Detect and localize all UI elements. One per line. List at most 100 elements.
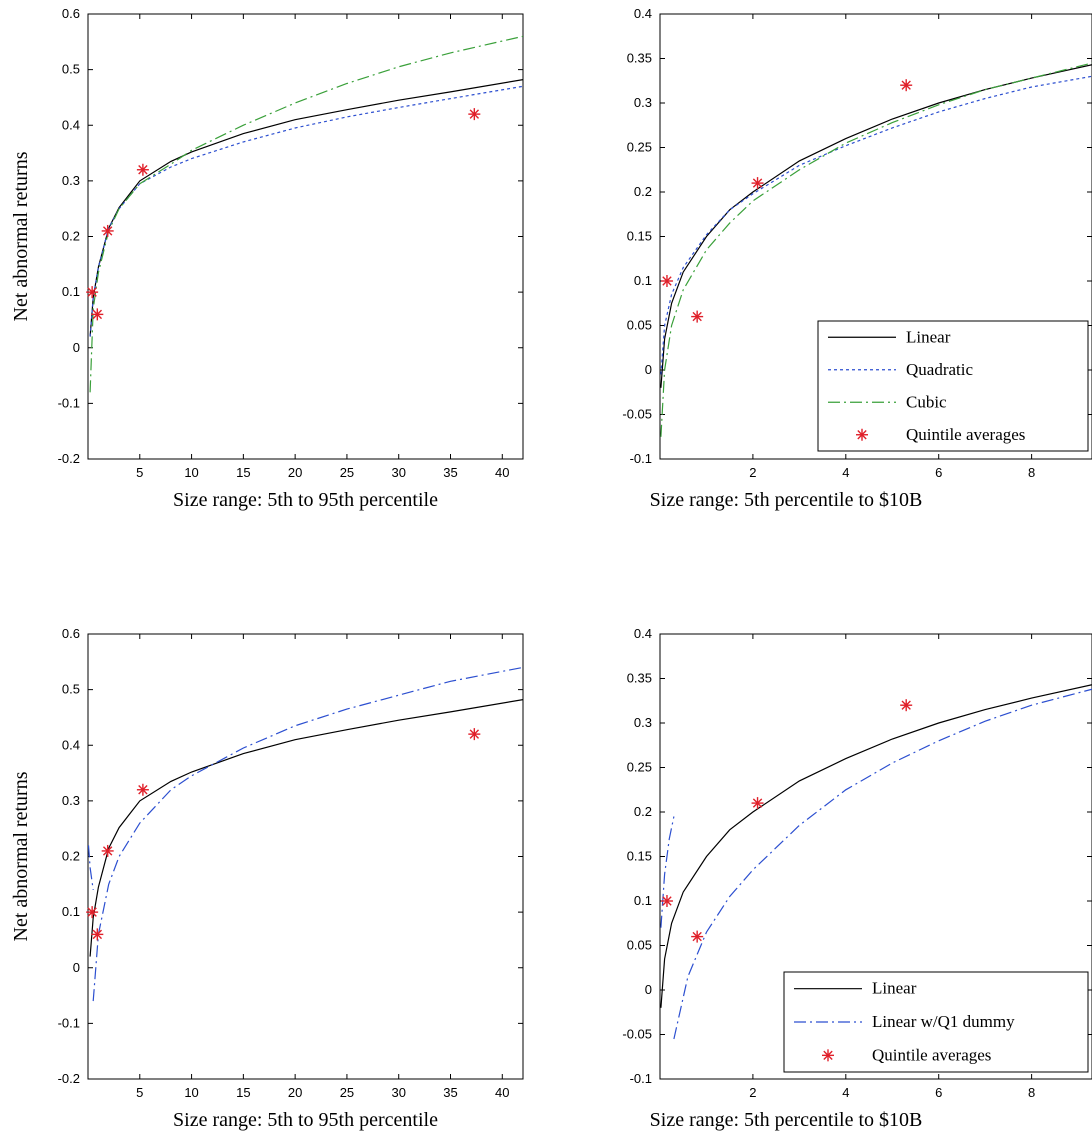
x-tick-label: 40 (495, 465, 509, 480)
quintile-point (101, 224, 114, 237)
legend-box (817, 320, 1089, 452)
y-tick-label: -0.1 (630, 451, 652, 466)
x-tick-label: 15 (236, 465, 250, 480)
y-tick-label: -0.2 (58, 1071, 80, 1086)
legend-label: Quadratic (906, 360, 973, 379)
quintile-point (136, 163, 149, 176)
star-stroke (692, 311, 702, 322)
quintile-point (691, 310, 704, 323)
y-tick-label: 0.5 (62, 62, 80, 77)
legend: Linear Quadratic Cubic Quintile averages (817, 320, 1089, 452)
legend-label: Linear (906, 327, 951, 346)
x-axis-label: Size range: 5th to 95th percentile (173, 1109, 438, 1131)
y-tick-label: 0.25 (627, 140, 652, 155)
y-tick-label: 0.2 (634, 804, 652, 819)
star-stroke (138, 785, 148, 795)
chart-panel-4: -0.1 -0.05 0 0.05 0.1 0.15 0.2 0.25 0.3 0.35 0.4 2 4… (622, 626, 1092, 1131)
star-stroke (823, 1050, 833, 1061)
series-line-dotted (89, 85, 523, 337)
x-tick-label: 6 (935, 1085, 942, 1100)
y-tick-label: -0.1 (630, 1071, 652, 1086)
quintile-point (468, 728, 481, 741)
quintile-point (136, 783, 149, 796)
y-tick-label: 0.35 (627, 671, 652, 686)
x-tick-label: 40 (495, 1085, 509, 1100)
x-tick-label: 4 (842, 1085, 849, 1100)
x-tick-label: 2 (749, 465, 756, 480)
y-tick-label: 0.15 (627, 849, 652, 864)
y-tick-label: -0.05 (622, 1027, 652, 1042)
legend-label: Cubic (906, 392, 947, 411)
y-tick-label: 0.6 (62, 626, 80, 641)
y-tick-label: 0.35 (627, 51, 652, 66)
x-tick-label: 25 (340, 1085, 354, 1100)
y-tick-label: 0 (73, 340, 80, 355)
y-tick-label: 0.3 (634, 715, 652, 730)
star-stroke (752, 798, 763, 808)
y-tick-label: 0 (645, 982, 652, 997)
series-group (660, 62, 1092, 437)
star-stroke (469, 729, 480, 739)
y-axis-label: Net abnormal returns (10, 771, 32, 941)
star-stroke (102, 846, 113, 856)
legend-swatch-marker (856, 428, 868, 441)
star-stroke (857, 430, 867, 440)
series-line-solid (89, 79, 523, 337)
star-stroke (102, 226, 113, 236)
quintile-point (660, 895, 673, 907)
x-tick-label: 2 (749, 1085, 756, 1100)
y-tick-label: 0.3 (62, 173, 80, 188)
x-tick-label: 5 (136, 465, 143, 480)
x-tick-label: 35 (443, 465, 457, 480)
legend-swatch-marker (822, 1049, 834, 1062)
quintile-point (86, 906, 99, 919)
quintile-point (468, 108, 481, 121)
y-tick-label: 0.05 (627, 318, 652, 333)
series-line-dashdot (89, 35, 523, 393)
x-tick-label: 10 (184, 465, 198, 480)
y-tick-label: -0.05 (622, 407, 652, 422)
star-stroke (692, 931, 702, 942)
legend-label: Linear w/Q1 dummy (872, 1012, 1015, 1031)
x-tick-label: 30 (391, 465, 405, 480)
star-stroke (138, 165, 148, 175)
star-stroke (469, 109, 480, 119)
star-stroke (901, 700, 911, 710)
x-tick-label: 8 (1028, 465, 1035, 480)
x-axis-label: Size range: 5th to 95th percentile (173, 489, 438, 511)
legend-label: Quintile averages (872, 1045, 991, 1064)
star-stroke (662, 896, 672, 906)
y-tick-label: 0 (645, 362, 652, 377)
y-tick-label: 0.25 (627, 760, 652, 775)
series-group (88, 666, 523, 1002)
y-tick-label: -0.2 (58, 451, 80, 466)
quintile-point (91, 928, 104, 941)
star-stroke (752, 178, 763, 188)
y-tick-label: 0.5 (62, 682, 80, 697)
series-line-dashdot (660, 816, 675, 928)
x-tick-label: 10 (184, 1085, 198, 1100)
y-tick-label: 0.4 (62, 737, 80, 752)
x-axis-label: Size range: 5th percentile to $10B (650, 489, 923, 511)
star-stroke (901, 80, 911, 90)
y-tick-label: 0.4 (62, 117, 80, 132)
chart-panel-1: -0.2 -0.1 0 0.1 0.2 0.3 0.4 0.5 0.6 5 10 15 20 25 30 35… (10, 6, 524, 511)
legend-label: Linear (872, 979, 917, 998)
plot-frame (87, 13, 524, 460)
chart-panel-2: -0.1 -0.05 0 0.05 0.1 0.15 0.2 0.25 0.3 0.35 0.4 2 4… (622, 6, 1092, 511)
series-line-dashdot (660, 62, 1092, 437)
series-line-solid (89, 699, 523, 957)
series-line-dashdot (673, 688, 1092, 1040)
y-axis-label: Net abnormal returns (10, 151, 32, 321)
y-tick-label: 0.2 (634, 184, 652, 199)
x-tick-label: 15 (236, 1085, 250, 1100)
x-tick-label: 35 (443, 1085, 457, 1100)
star-stroke (87, 907, 97, 917)
y-tick-label: 0.3 (62, 793, 80, 808)
quintile-point (900, 79, 913, 92)
series-line-solid (660, 684, 1092, 1008)
quintile-point (86, 286, 99, 299)
series-line-dotted (660, 75, 1092, 375)
plot-frame (87, 633, 524, 1080)
